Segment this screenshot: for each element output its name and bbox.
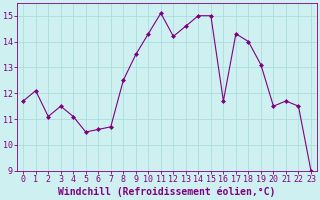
- X-axis label: Windchill (Refroidissement éolien,°C): Windchill (Refroidissement éolien,°C): [58, 187, 276, 197]
